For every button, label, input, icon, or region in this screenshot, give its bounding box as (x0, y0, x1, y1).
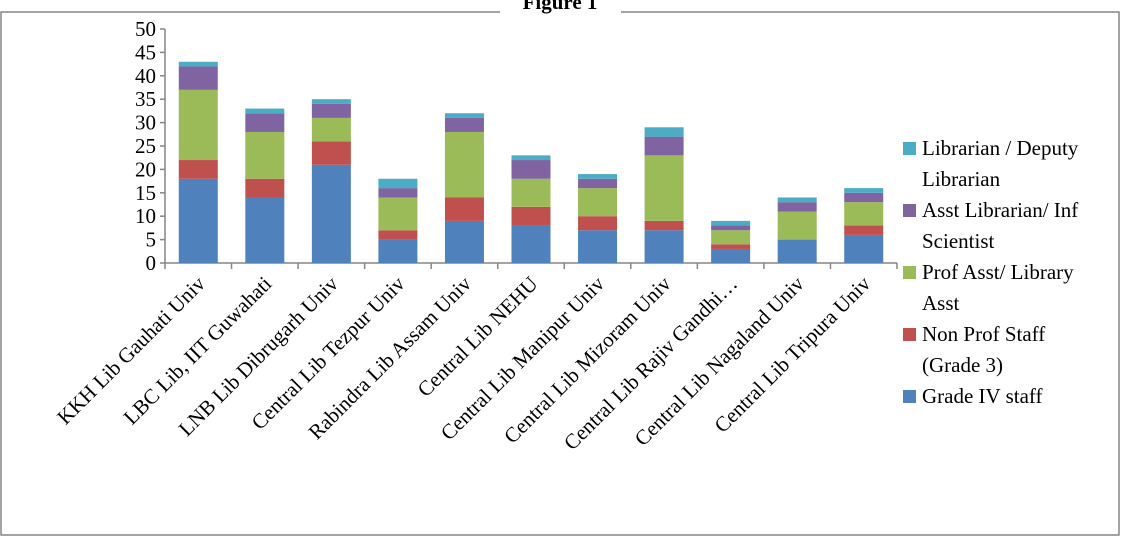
bar-segment (511, 206, 551, 226)
bar-segment (844, 188, 884, 193)
bar-segment (711, 244, 751, 249)
bar-segment (511, 160, 551, 179)
y-tick-label: 25 (135, 134, 156, 158)
y-tick-label: 0 (146, 251, 157, 275)
bar-segment (245, 197, 285, 263)
bar-segment (178, 89, 218, 161)
bar-segment (644, 155, 684, 221)
y-tick-label: 15 (135, 181, 156, 205)
bar-segment (378, 178, 418, 189)
bar-segment (311, 103, 351, 118)
legend-label: Librarian (922, 167, 1001, 191)
bar-segment (844, 202, 884, 226)
bar-segment (777, 211, 817, 240)
legend-swatch (903, 328, 916, 341)
legend-label: (Grade 3) (922, 353, 1003, 377)
y-tick-label: 35 (135, 87, 156, 111)
bar-segment (844, 234, 884, 263)
bar-segment (711, 230, 751, 245)
bar-segment (578, 188, 618, 217)
legend-label: Asst Librarian/ Inf (922, 198, 1078, 222)
bar-segment (311, 117, 351, 142)
bar-segment (178, 66, 218, 90)
bar-segment (511, 178, 551, 207)
bar-segment (644, 220, 684, 231)
bar-segment (777, 197, 817, 203)
legend-label: Scientist (922, 229, 994, 253)
bar-segment (578, 230, 618, 263)
legend-label: Non Prof Staff (922, 322, 1045, 346)
x-category-label: Central Lib NEHU (413, 272, 543, 402)
bar-segment (245, 113, 285, 132)
bar-segment (444, 117, 484, 132)
bar-segment (245, 108, 285, 114)
bar-segment (511, 155, 551, 161)
y-tick-label: 45 (135, 40, 156, 64)
bar-segment (578, 216, 618, 231)
bar-segment (711, 220, 751, 226)
y-tick-label: 20 (135, 157, 156, 181)
legend-label: Prof Asst/ Library (922, 260, 1074, 284)
bar-segment (444, 113, 484, 118)
bar-segment (844, 192, 884, 203)
bar-segment (777, 239, 817, 263)
bar-segment (578, 174, 618, 179)
bar-segment (644, 136, 684, 156)
bar-segment (311, 141, 351, 165)
legend-swatch (903, 266, 916, 279)
legend-swatch (903, 142, 916, 155)
bar-segment (378, 239, 418, 263)
y-tick-label: 10 (135, 204, 156, 228)
legend-swatch (903, 204, 916, 217)
bar-segment (444, 220, 484, 263)
bar-segment (178, 61, 218, 67)
y-tick-label: 40 (135, 64, 156, 88)
bar-segment (711, 248, 751, 263)
bar-segment (245, 178, 285, 198)
bar-segment (578, 178, 618, 189)
bar-segment (777, 202, 817, 212)
bar-segment (311, 164, 351, 263)
bar-segment (844, 225, 884, 235)
bar-segment (511, 225, 551, 263)
legend: Librarian / Deputy Librarian Asst Libraria… (903, 136, 1079, 408)
bar-segment (245, 131, 285, 179)
legend-label: Librarian / Deputy (922, 136, 1079, 160)
bar-segment (311, 99, 351, 104)
bar-segment (178, 178, 218, 263)
bar-segment (444, 197, 484, 221)
y-tick-label: 50 (135, 17, 156, 41)
title-backdrop (500, 0, 621, 13)
legend-swatch (903, 390, 916, 403)
bar-segment (644, 230, 684, 263)
bar-segment (644, 127, 684, 137)
bar-segment (378, 188, 418, 198)
legend-label: Asst (922, 291, 960, 315)
y-tick-label: 5 (146, 228, 157, 252)
bar-segment (444, 131, 484, 198)
chart-title: Figure 1 (523, 0, 598, 14)
legend-label: Grade IV staff (922, 384, 1043, 408)
bar-segment (178, 160, 218, 179)
bar-segment (711, 225, 751, 231)
bar-segment (378, 230, 418, 240)
y-tick-label: 30 (135, 111, 156, 135)
bar-segment (378, 197, 418, 231)
